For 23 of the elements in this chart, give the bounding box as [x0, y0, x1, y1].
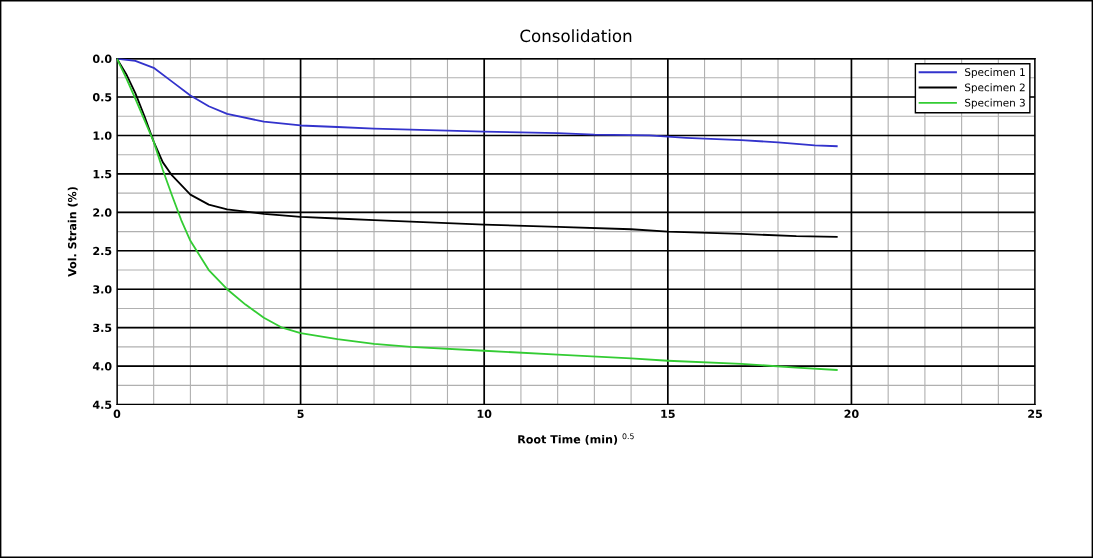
legend-label: Specimen 1	[965, 67, 1025, 79]
y-tick-label: 0.5	[92, 93, 112, 102]
y-tick-label: 1.0	[93, 131, 112, 140]
chart-title: Consolidation	[520, 29, 632, 43]
y-tick-label: 3.0	[93, 285, 112, 294]
y-tick-label: 2.5	[93, 246, 112, 256]
y-tick-label: 1.5	[93, 170, 112, 179]
y-tick-label: 2.0	[93, 208, 112, 217]
y-tick-label: 0.0	[92, 54, 112, 63]
legend-label: Specimen 2	[965, 83, 1025, 94]
y-tick-label: 4.0	[92, 362, 112, 371]
x-tick-label: 20	[844, 409, 859, 419]
line-series	[116, 58, 838, 148]
y-tick-label: 4.5	[92, 400, 112, 409]
y-axis-title: Vol. Strain (%)	[67, 187, 78, 277]
legend-label: Specimen 3	[965, 98, 1025, 109]
x-tick-label: 10	[477, 409, 492, 419]
x-tick-label: 25	[1028, 409, 1043, 419]
x-tick-label: 5	[297, 409, 304, 419]
x-tick-label: 0	[113, 409, 121, 419]
x-axis-title: Root Time (min) $^{0.5}$	[518, 433, 634, 445]
y-tick-label: 3.5	[93, 323, 112, 333]
x-tick-label: 15	[661, 409, 675, 419]
